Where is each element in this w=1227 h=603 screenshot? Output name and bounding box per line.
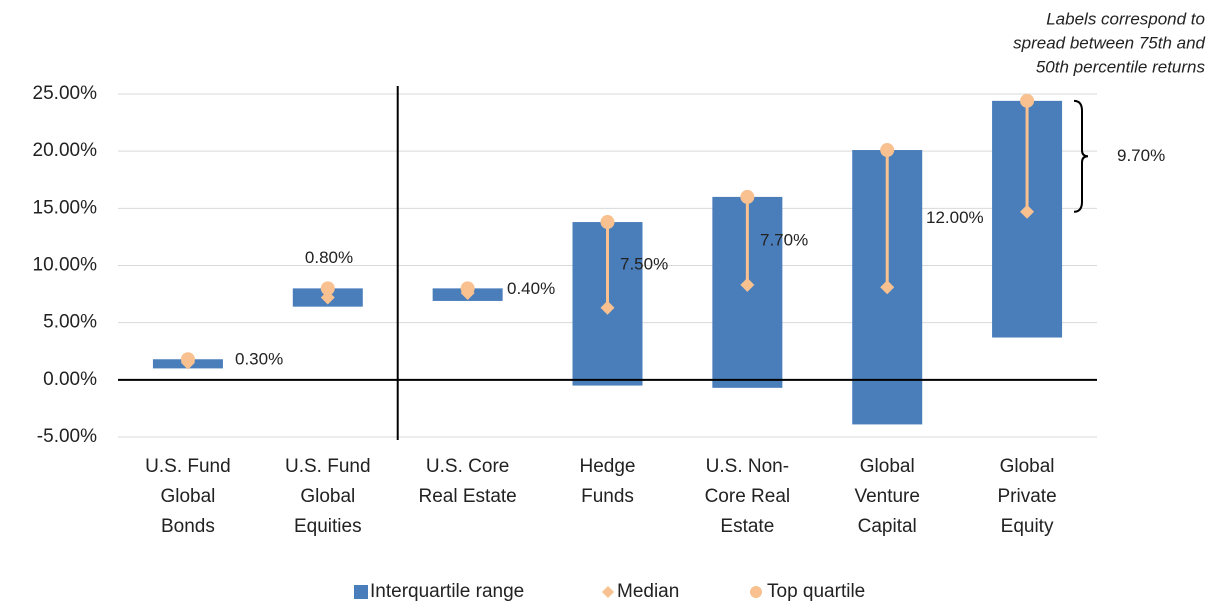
top-quartile-marker xyxy=(880,143,895,158)
y-tick-label: 15.00% xyxy=(33,197,98,218)
x-tick-label: U.S. Core xyxy=(426,456,509,477)
y-tick-label: -5.00% xyxy=(37,426,97,447)
median-marker xyxy=(880,280,895,295)
data-label: 0.40% xyxy=(507,279,555,298)
x-tick-label: Core Real xyxy=(705,486,791,507)
x-tick-label: Global xyxy=(160,486,215,507)
top-quartile-marker xyxy=(600,215,615,230)
x-tick-label: Private xyxy=(998,486,1057,507)
x-tick-label: Global xyxy=(860,456,915,477)
x-tick-label: Hedge xyxy=(580,456,636,477)
x-tick-label: Bonds xyxy=(161,516,215,537)
x-tick-label: Estate xyxy=(720,516,774,537)
legend-label: Median xyxy=(617,581,679,602)
y-tick-label: 20.00% xyxy=(33,140,98,161)
top-quartile-marker xyxy=(180,352,195,367)
data-label: 7.50% xyxy=(620,254,668,273)
data-label: 7.70% xyxy=(760,230,808,249)
top-quartile-marker xyxy=(740,189,755,204)
x-tick-label: U.S. Non- xyxy=(706,456,789,477)
x-tick-label: Global xyxy=(300,486,355,507)
legend-swatch xyxy=(354,585,368,599)
data-label: 12.00% xyxy=(926,208,984,227)
y-tick-label: 5.00% xyxy=(43,312,97,333)
x-tick-label: Funds xyxy=(581,486,634,507)
annotation: Labels correspond to xyxy=(1046,9,1205,28)
legend-swatch xyxy=(750,586,762,598)
legend-label: Top quartile xyxy=(767,581,865,602)
data-label: 9.70% xyxy=(1117,146,1165,165)
legend-swatch xyxy=(602,586,614,598)
x-tick-label: Global xyxy=(1000,456,1055,477)
y-tick-label: 25.00% xyxy=(33,83,98,104)
data-label: 0.80% xyxy=(305,248,353,267)
y-tick-label: 10.00% xyxy=(33,255,98,276)
median-marker xyxy=(600,300,615,315)
x-tick-label: Equity xyxy=(1001,516,1054,537)
x-tick-label: Real Estate xyxy=(419,486,517,507)
top-quartile-marker xyxy=(320,281,335,296)
x-tick-label: Capital xyxy=(858,516,917,537)
top-quartile-marker xyxy=(1020,93,1035,108)
annotation: 50th percentile returns xyxy=(1036,57,1206,76)
brace xyxy=(1073,99,1089,213)
x-tick-label: U.S. Fund xyxy=(285,456,371,477)
x-tick-label: Equities xyxy=(294,516,362,537)
median-marker xyxy=(740,277,755,292)
x-tick-label: Venture xyxy=(854,486,920,507)
median-marker xyxy=(1020,204,1035,219)
x-tick-label: U.S. Fund xyxy=(145,456,231,477)
y-tick-label: 0.00% xyxy=(43,369,97,390)
top-quartile-marker xyxy=(460,281,475,296)
legend-label: Interquartile range xyxy=(370,581,524,602)
data-label: 0.30% xyxy=(235,350,283,369)
annotation: spread between 75th and xyxy=(1013,33,1205,52)
